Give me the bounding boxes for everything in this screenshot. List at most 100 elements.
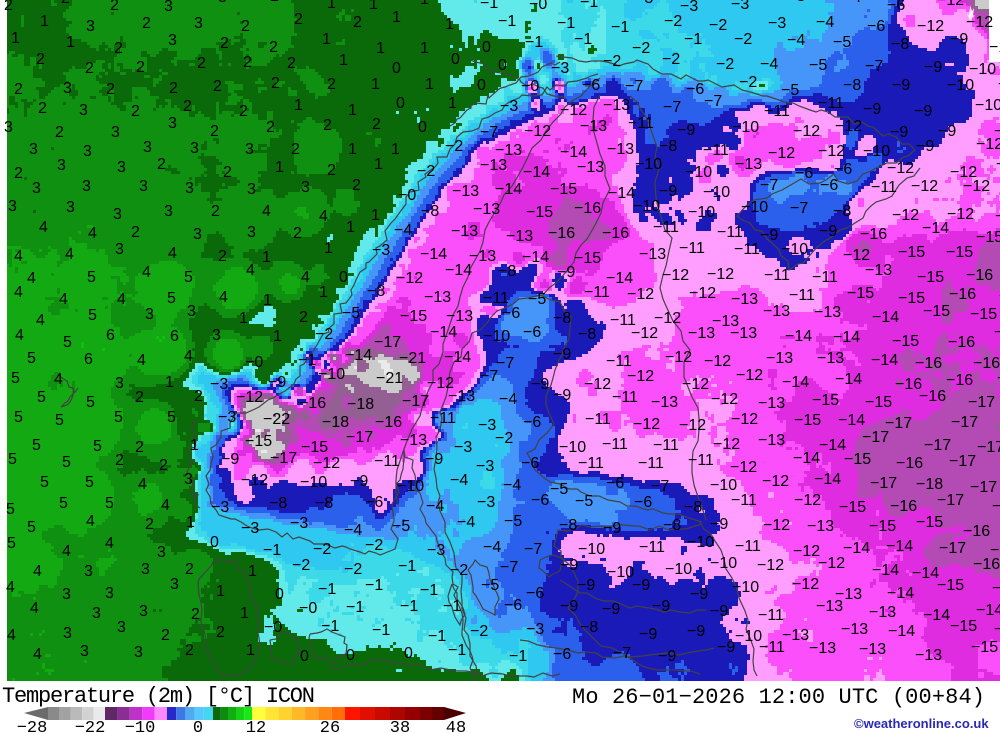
svg-text:−14: −14 <box>994 621 1000 638</box>
svg-text:−13: −13 <box>758 395 785 412</box>
svg-text:−11: −11 <box>653 437 679 454</box>
svg-text:−7: −7 <box>500 559 518 576</box>
svg-text:−4: −4 <box>499 391 517 408</box>
svg-text:−7: −7 <box>480 124 498 141</box>
svg-text:−7: −7 <box>480 368 498 385</box>
svg-text:−15: −15 <box>526 204 553 221</box>
svg-text:1: 1 <box>11 30 20 47</box>
svg-text:−10: −10 <box>635 156 662 173</box>
svg-text:0: 0 <box>498 57 507 74</box>
svg-text:−10: −10 <box>633 198 660 215</box>
svg-text:−12: −12 <box>524 123 551 140</box>
svg-text:−9: −9 <box>710 603 728 620</box>
svg-text:−8: −8 <box>559 517 577 534</box>
svg-text:−12: −12 <box>560 102 587 119</box>
svg-text:−6: −6 <box>531 492 549 509</box>
svg-text:−9: −9 <box>603 520 621 537</box>
svg-text:−10: −10 <box>559 439 586 456</box>
svg-text:3: 3 <box>143 139 152 156</box>
svg-text:1: 1 <box>327 0 336 12</box>
svg-text:2: 2 <box>266 119 275 136</box>
svg-text:−11: −11 <box>430 410 456 427</box>
svg-text:1: 1 <box>420 40 429 57</box>
svg-text:0: 0 <box>404 645 413 662</box>
svg-text:0: 0 <box>346 647 355 664</box>
svg-text:−1: −1 <box>525 34 543 51</box>
svg-text:−2: −2 <box>739 74 757 91</box>
svg-text:−13: −13 <box>814 304 841 321</box>
svg-text:−7: −7 <box>790 200 808 217</box>
svg-text:−11: −11 <box>483 290 509 307</box>
svg-text:−14: −14 <box>345 347 372 364</box>
svg-text:3: 3 <box>105 585 114 602</box>
svg-text:3: 3 <box>168 32 177 49</box>
svg-text:−11: −11 <box>789 287 815 304</box>
svg-text:−13: −13 <box>469 248 496 265</box>
svg-text:−1: −1 <box>580 0 598 11</box>
svg-text:2: 2 <box>220 35 229 52</box>
svg-text:4: 4 <box>262 203 271 220</box>
svg-text:5: 5 <box>88 307 97 324</box>
svg-text:−2: −2 <box>417 163 435 180</box>
svg-text:−9: −9 <box>950 31 968 48</box>
svg-text:−14: −14 <box>430 324 457 341</box>
svg-text:−9: −9 <box>531 376 549 393</box>
svg-text:3: 3 <box>8 198 17 215</box>
svg-text:−4: −4 <box>483 539 501 556</box>
svg-text:−2: −2 <box>445 138 463 155</box>
svg-text:48: 48 <box>446 719 466 733</box>
svg-text:4: 4 <box>88 225 97 242</box>
svg-text:3: 3 <box>57 157 66 174</box>
svg-text:−9: −9 <box>760 227 778 244</box>
svg-text:−16: −16 <box>896 455 923 472</box>
svg-text:−14: −14 <box>872 309 899 326</box>
svg-text:3: 3 <box>111 124 120 141</box>
svg-text:5: 5 <box>114 409 123 426</box>
svg-text:5: 5 <box>27 519 36 536</box>
svg-text:2: 2 <box>14 81 23 98</box>
svg-text:−8: −8 <box>843 77 861 94</box>
svg-text:−14: −14 <box>495 181 522 198</box>
svg-text:−16: −16 <box>602 225 629 242</box>
svg-text:−12: −12 <box>689 285 716 302</box>
svg-text:2: 2 <box>270 0 279 5</box>
svg-text:−14: −14 <box>838 412 865 429</box>
svg-text:2: 2 <box>239 103 248 120</box>
svg-text:−13: −13 <box>859 641 886 658</box>
svg-text:−2: −2 <box>315 326 333 343</box>
svg-text:−11: −11 <box>759 639 785 656</box>
svg-text:−13: −13 <box>994 123 1000 140</box>
svg-text:−7: −7 <box>613 645 631 662</box>
svg-text:5: 5 <box>14 409 23 426</box>
svg-text:−7: −7 <box>865 58 883 75</box>
svg-text:−13: −13 <box>730 325 757 342</box>
svg-text:−12: −12 <box>730 459 757 476</box>
svg-text:4: 4 <box>219 289 228 306</box>
svg-text:2: 2 <box>136 59 145 76</box>
svg-text:2: 2 <box>14 165 23 182</box>
svg-text:3: 3 <box>145 306 154 323</box>
svg-text:−8: −8 <box>498 263 516 280</box>
svg-text:26: 26 <box>320 719 340 733</box>
svg-text:2: 2 <box>161 627 170 644</box>
svg-text:4: 4 <box>27 270 36 287</box>
svg-text:3: 3 <box>66 199 75 216</box>
svg-text:−12: −12 <box>768 145 795 162</box>
svg-text:−11: −11 <box>584 284 610 301</box>
svg-text:−9: −9 <box>221 451 239 468</box>
svg-text:−7: −7 <box>625 78 643 95</box>
svg-text:2: 2 <box>271 75 280 92</box>
svg-text:3: 3 <box>92 605 101 622</box>
svg-text:1: 1 <box>165 374 174 391</box>
svg-text:−12: −12 <box>892 207 919 224</box>
svg-text:−11: −11 <box>612 389 638 406</box>
svg-text:−10: −10 <box>710 555 737 572</box>
svg-text:5: 5 <box>87 269 96 286</box>
svg-text:−11: −11 <box>638 455 664 472</box>
svg-text:−2: −2 <box>716 56 734 73</box>
svg-text:−10: −10 <box>741 199 768 216</box>
svg-text:−9: −9 <box>924 59 942 76</box>
svg-text:−17: −17 <box>885 415 912 432</box>
svg-text:2: 2 <box>157 156 166 173</box>
svg-text:−17: −17 <box>970 479 997 496</box>
